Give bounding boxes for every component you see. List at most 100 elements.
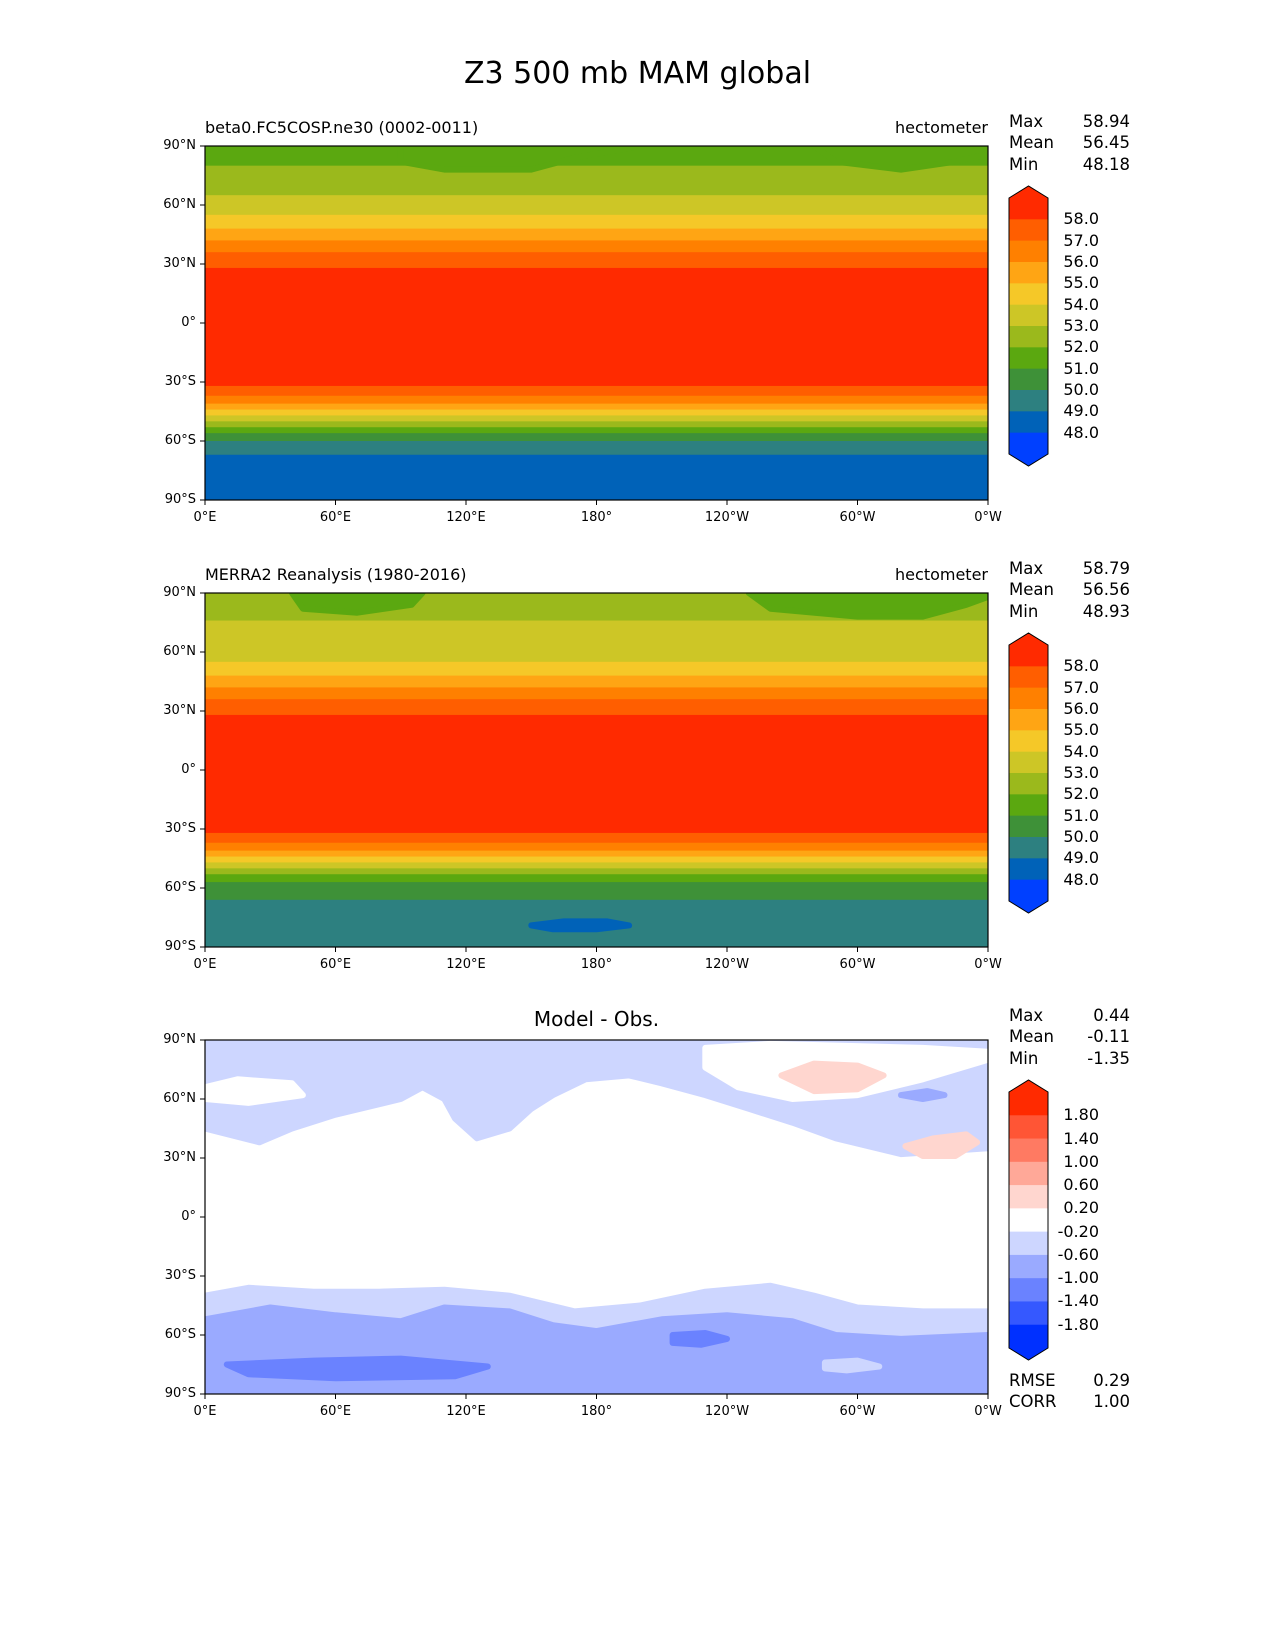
contour-band xyxy=(205,415,988,422)
colorbar-segment xyxy=(1009,411,1048,434)
colorbar-segment xyxy=(1009,1254,1048,1279)
y-tick-label: 30°N xyxy=(163,256,196,271)
contour-region xyxy=(821,1357,883,1374)
colorbar-extend-max xyxy=(1009,1080,1048,1092)
y-tick-label: 90°S xyxy=(164,1386,196,1401)
contour-band xyxy=(205,403,988,411)
colorbar-segment xyxy=(1009,368,1048,391)
contour-region xyxy=(811,146,988,173)
colorbar-label: -0.60 xyxy=(1057,1244,1099,1264)
colorbar-extend-min xyxy=(1009,454,1048,466)
contour-region xyxy=(902,1131,981,1159)
y-tick-label: 30°S xyxy=(164,374,196,389)
colorbar-label: 51.0 xyxy=(1063,358,1099,378)
colorbar-extend-min xyxy=(1009,901,1048,913)
colorbar-label: 48.0 xyxy=(1063,869,1099,889)
x-tick-label: 0°E xyxy=(193,957,217,972)
contour-region xyxy=(397,146,643,173)
colorbar-label: 52.0 xyxy=(1063,784,1099,804)
contour-region xyxy=(528,918,633,933)
y-tick-label: 60°S xyxy=(164,880,196,895)
stat-value-mean: 56.45 xyxy=(1082,133,1130,153)
colorbar-segment xyxy=(1009,1185,1048,1209)
contour-band xyxy=(205,842,988,852)
x-tick-label: 120°W xyxy=(704,510,750,525)
stat-label: Mean xyxy=(1009,133,1054,153)
stat-value-min: -1.35 xyxy=(1087,1048,1130,1068)
colorbar-segment xyxy=(1009,666,1048,689)
y-tick-label: 0° xyxy=(181,315,196,330)
colorbar-label: 55.0 xyxy=(1063,273,1099,293)
colorbar-segment xyxy=(1009,1278,1048,1302)
y-tick-label: 60°N xyxy=(163,197,196,212)
x-tick-label: 60°E xyxy=(319,510,352,525)
contour-band xyxy=(205,874,988,883)
x-tick-label: 60°W xyxy=(839,957,876,972)
colorbar-label: 58.0 xyxy=(1063,209,1099,229)
x-tick-label: 180° xyxy=(580,957,613,972)
colorbar-segment xyxy=(1009,1301,1048,1326)
figure-title: Z3 500 mb MAM global xyxy=(463,56,812,91)
contour-band xyxy=(205,441,988,456)
contour-band xyxy=(205,385,988,397)
x-tick-label: 120°E xyxy=(446,1404,486,1419)
colorbar-label: 52.0 xyxy=(1063,337,1099,357)
colorbar-segment xyxy=(1009,262,1048,284)
colorbar-label: 49.0 xyxy=(1063,848,1099,868)
contour-band xyxy=(205,240,988,253)
colorbar-segment xyxy=(1009,1138,1048,1163)
colorbar-segment xyxy=(1009,390,1048,412)
colorbar-label: 57.0 xyxy=(1063,230,1099,250)
colorbar-segment xyxy=(1009,219,1048,242)
colorbar-segment xyxy=(1009,858,1048,881)
stat-value-min: 48.93 xyxy=(1082,601,1130,621)
stat-label: RMSE xyxy=(1009,1371,1056,1390)
contour-region xyxy=(637,1155,670,1173)
contour-band xyxy=(205,687,988,700)
colorbar-label: 56.0 xyxy=(1063,252,1099,271)
panel-units: hectometer xyxy=(895,565,988,584)
colorbar-segment xyxy=(1009,709,1048,731)
contour-band xyxy=(205,714,988,834)
colorbar-outline xyxy=(1008,632,1049,914)
contour-band xyxy=(205,832,988,844)
contour-band xyxy=(205,409,988,416)
y-tick-label: 0° xyxy=(181,1209,196,1224)
y-tick-label: 30°N xyxy=(163,1150,196,1165)
stat-label: Max xyxy=(1009,1006,1044,1025)
contour-region xyxy=(223,1355,491,1382)
colorbar-label: -0.20 xyxy=(1057,1221,1099,1241)
colorbar-label: 48.0 xyxy=(1063,422,1099,442)
colorbar-segment xyxy=(1009,1208,1048,1233)
colorbar-label: 1.80 xyxy=(1063,1105,1099,1125)
colorbar-segment xyxy=(1009,794,1048,817)
colorbar-segment xyxy=(1009,347,1048,370)
stat-value-max: 58.79 xyxy=(1082,559,1130,578)
contour-band xyxy=(205,862,988,869)
colorbar-label: 51.0 xyxy=(1063,805,1099,825)
x-tick-label: 180° xyxy=(580,1404,613,1419)
contour-band xyxy=(205,195,988,216)
y-tick-label: 30°N xyxy=(163,703,196,718)
panel-units: hectometer xyxy=(895,118,988,137)
contour-band xyxy=(205,620,988,663)
x-tick-label: 120°E xyxy=(446,957,486,972)
colorbar-segment xyxy=(1009,1092,1048,1116)
colorbar-label: 54.0 xyxy=(1063,741,1099,761)
y-tick-label: 90°S xyxy=(164,492,196,507)
stat-label: Max xyxy=(1009,112,1044,131)
colorbar-segment xyxy=(1009,198,1048,220)
stat-value-max: 0.44 xyxy=(1093,1006,1130,1025)
contour-band xyxy=(205,856,988,863)
contour-band xyxy=(205,252,988,269)
map-field xyxy=(205,146,988,500)
x-tick-label: 60°E xyxy=(319,1404,352,1419)
contour-region xyxy=(669,1330,730,1348)
colorbar-extend-max xyxy=(1009,186,1048,198)
contour-band xyxy=(205,228,988,241)
y-tick-label: 90°N xyxy=(163,1032,196,1047)
colorbar-segment xyxy=(1009,837,1048,859)
x-tick-label: 60°W xyxy=(839,1404,876,1419)
panel-center-title: Model - Obs. xyxy=(533,1007,660,1031)
